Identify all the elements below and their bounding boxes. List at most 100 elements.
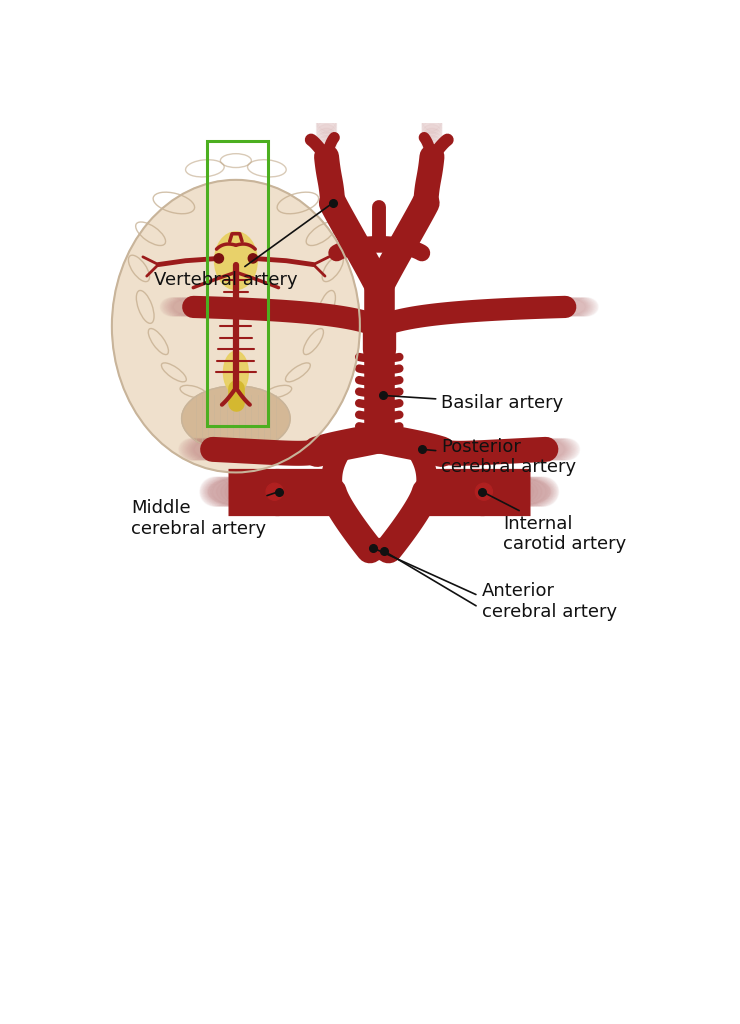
Ellipse shape	[161, 298, 188, 316]
Ellipse shape	[554, 298, 591, 316]
Ellipse shape	[225, 478, 275, 506]
Ellipse shape	[229, 478, 277, 506]
Ellipse shape	[497, 477, 553, 506]
Ellipse shape	[422, 128, 442, 145]
Ellipse shape	[187, 438, 229, 460]
Ellipse shape	[180, 438, 208, 460]
Ellipse shape	[251, 478, 286, 506]
Ellipse shape	[194, 438, 250, 460]
Ellipse shape	[554, 438, 579, 460]
Ellipse shape	[508, 438, 565, 460]
Ellipse shape	[181, 386, 290, 452]
Ellipse shape	[519, 438, 568, 460]
Ellipse shape	[494, 477, 552, 506]
Ellipse shape	[221, 478, 272, 506]
Ellipse shape	[422, 136, 442, 150]
Ellipse shape	[513, 477, 556, 506]
Ellipse shape	[209, 477, 272, 506]
Ellipse shape	[422, 113, 442, 136]
Ellipse shape	[184, 438, 218, 460]
Ellipse shape	[202, 477, 242, 506]
Ellipse shape	[169, 298, 209, 316]
Ellipse shape	[550, 298, 590, 316]
Ellipse shape	[223, 351, 249, 393]
Text: Internal
carotid artery: Internal carotid artery	[485, 493, 627, 553]
Ellipse shape	[208, 477, 269, 506]
Ellipse shape	[478, 477, 548, 506]
Ellipse shape	[317, 117, 337, 138]
Ellipse shape	[571, 298, 597, 316]
Ellipse shape	[556, 298, 593, 316]
Ellipse shape	[516, 438, 567, 460]
Ellipse shape	[472, 478, 508, 506]
Ellipse shape	[165, 298, 198, 316]
Ellipse shape	[317, 136, 337, 150]
Ellipse shape	[482, 478, 529, 506]
Bar	[207, 141, 268, 426]
Ellipse shape	[317, 140, 337, 153]
Ellipse shape	[246, 478, 284, 506]
Ellipse shape	[567, 298, 596, 316]
Ellipse shape	[190, 438, 239, 460]
Ellipse shape	[478, 478, 521, 506]
Ellipse shape	[474, 477, 548, 506]
Ellipse shape	[476, 478, 517, 506]
Ellipse shape	[574, 298, 598, 316]
Ellipse shape	[522, 438, 569, 460]
Ellipse shape	[186, 438, 226, 460]
Ellipse shape	[560, 298, 593, 316]
Ellipse shape	[551, 438, 579, 460]
Ellipse shape	[211, 477, 284, 506]
Ellipse shape	[185, 438, 222, 460]
Ellipse shape	[486, 478, 538, 506]
Text: Posterior
cerebral artery: Posterior cerebral artery	[425, 437, 576, 476]
Ellipse shape	[317, 113, 337, 136]
Text: Basilar artery: Basilar artery	[386, 394, 563, 413]
Circle shape	[249, 254, 258, 263]
Ellipse shape	[422, 117, 442, 138]
Circle shape	[259, 476, 290, 507]
Ellipse shape	[546, 298, 589, 316]
Ellipse shape	[540, 438, 575, 460]
Ellipse shape	[471, 478, 504, 506]
Text: Middle
cerebral artery: Middle cerebral artery	[131, 493, 276, 538]
Ellipse shape	[501, 477, 554, 506]
Ellipse shape	[255, 478, 288, 506]
Ellipse shape	[161, 298, 184, 316]
Ellipse shape	[200, 477, 230, 506]
Ellipse shape	[422, 105, 442, 131]
Ellipse shape	[201, 477, 234, 506]
Text: Vertebral artery: Vertebral artery	[155, 205, 331, 289]
Ellipse shape	[422, 125, 442, 143]
Ellipse shape	[171, 298, 216, 316]
Ellipse shape	[317, 125, 337, 143]
Ellipse shape	[210, 477, 280, 506]
Ellipse shape	[484, 478, 534, 506]
Ellipse shape	[533, 438, 573, 460]
Ellipse shape	[192, 438, 243, 460]
Ellipse shape	[238, 478, 280, 506]
Ellipse shape	[164, 298, 195, 316]
Ellipse shape	[486, 477, 550, 506]
Ellipse shape	[182, 438, 215, 460]
Ellipse shape	[488, 478, 542, 506]
Ellipse shape	[212, 478, 269, 506]
Ellipse shape	[234, 478, 278, 506]
Ellipse shape	[422, 121, 442, 140]
Ellipse shape	[169, 298, 212, 316]
Ellipse shape	[422, 140, 442, 153]
Ellipse shape	[242, 478, 283, 506]
Ellipse shape	[317, 128, 337, 145]
Ellipse shape	[505, 477, 554, 506]
Ellipse shape	[167, 298, 205, 316]
Ellipse shape	[317, 121, 337, 140]
Ellipse shape	[189, 438, 236, 460]
Ellipse shape	[204, 477, 253, 506]
Ellipse shape	[206, 477, 261, 506]
Ellipse shape	[203, 477, 246, 506]
Ellipse shape	[521, 477, 557, 506]
Ellipse shape	[528, 477, 559, 506]
Ellipse shape	[179, 438, 204, 460]
Ellipse shape	[544, 438, 576, 460]
Ellipse shape	[542, 298, 588, 316]
